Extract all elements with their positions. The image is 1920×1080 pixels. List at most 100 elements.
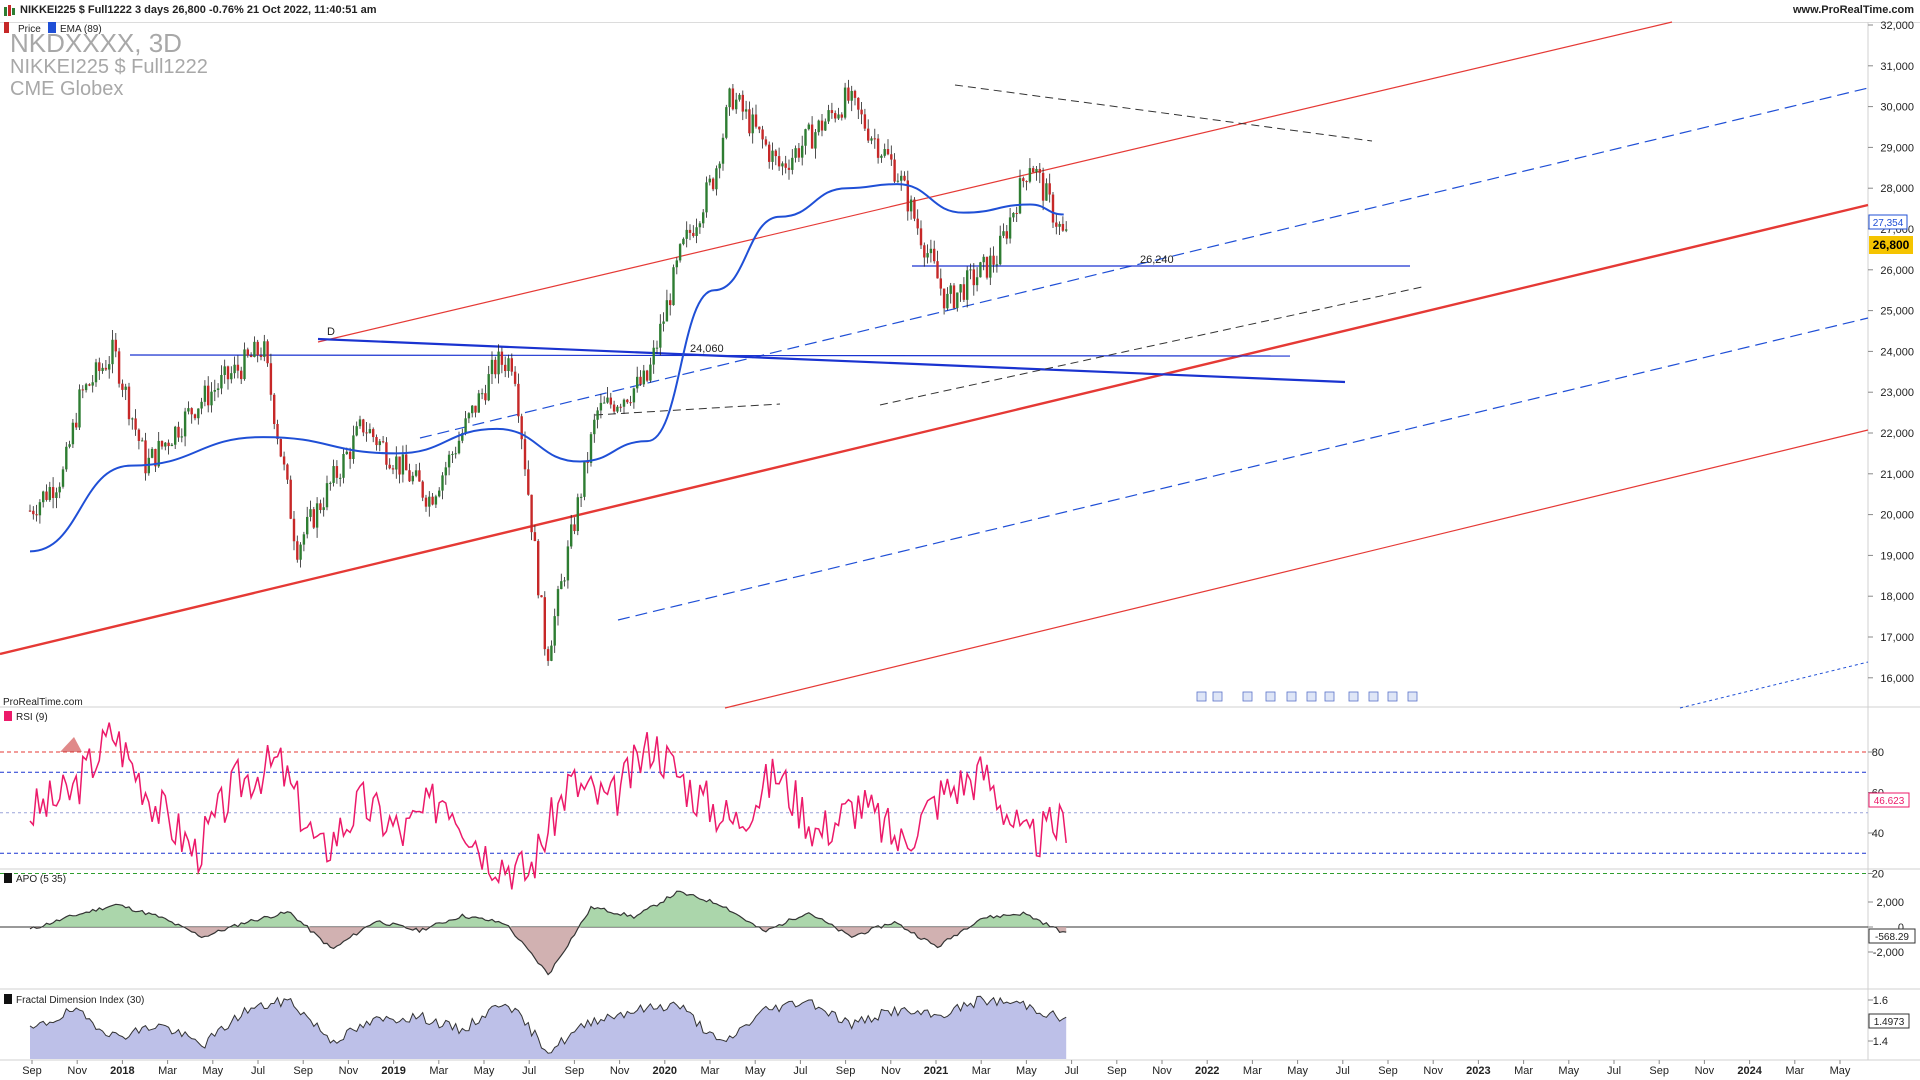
- candle-body: [137, 429, 141, 441]
- candle-body: [378, 441, 381, 446]
- candle-body: [497, 351, 500, 375]
- candle-body: [246, 349, 249, 356]
- event-calendar-icon: [1196, 691, 1207, 702]
- y-tick-label: 16,000: [1880, 673, 1914, 685]
- candle-body: [263, 341, 266, 357]
- candle-body: [444, 467, 447, 476]
- candle-body: [560, 581, 563, 590]
- candle-body: [431, 496, 434, 505]
- candle-body: [632, 388, 636, 403]
- x-tick-label: May: [1016, 1065, 1037, 1077]
- x-tick-label: May: [1287, 1065, 1308, 1077]
- candle-body: [543, 597, 546, 650]
- candle-body: [487, 374, 490, 401]
- event-icons[interactable]: [1196, 691, 1418, 702]
- candle-body: [28, 510, 32, 512]
- candle-body: [480, 393, 484, 395]
- candle-body: [827, 110, 830, 122]
- candle-body: [180, 436, 183, 438]
- candle-body: [220, 374, 223, 389]
- candle-body: [804, 129, 807, 146]
- candle-body: [886, 149, 890, 155]
- candle-body: [154, 448, 157, 467]
- candle-body: [867, 128, 870, 141]
- x-tick-label: 2018: [110, 1065, 134, 1077]
- candle-body: [504, 364, 507, 372]
- instrument-title: NIKKEI225 $ Full1222 3 days 26,800 -0.76…: [20, 4, 377, 16]
- candle-body: [985, 256, 989, 278]
- candle-body: [834, 113, 837, 119]
- rsi-overbought-fill: [60, 737, 82, 752]
- candle-body: [952, 285, 956, 308]
- candle-body: [962, 284, 966, 300]
- candle-body: [368, 429, 372, 434]
- candle-body: [715, 168, 718, 190]
- triangle-top-line: [954, 84, 1373, 142]
- apo-y-tick-label: 2,000: [1876, 897, 1904, 909]
- candle-body: [830, 110, 834, 114]
- rsi-y-tick-label: 80: [1872, 747, 1884, 759]
- candle-body: [966, 270, 969, 300]
- candle-body: [42, 491, 45, 503]
- candle-body: [418, 470, 421, 482]
- candle-body: [533, 532, 537, 542]
- candle-body: [454, 453, 457, 455]
- x-tick-label: Sep: [1107, 1065, 1127, 1077]
- candle-body: [131, 418, 134, 420]
- candle-body: [801, 145, 804, 158]
- candle-body: [570, 524, 573, 547]
- ema-legend-swatch: [48, 22, 56, 33]
- candle-body: [718, 163, 721, 169]
- x-tick-label: Sep: [836, 1065, 856, 1077]
- candle-body: [979, 262, 982, 278]
- trendline-d: [317, 337, 1346, 384]
- candle-body: [358, 419, 362, 427]
- channel-mid-dashed-line: [419, 87, 1869, 439]
- x-tick-label: May: [745, 1065, 766, 1077]
- candle-body: [523, 439, 527, 470]
- y-axis-fdi: 1.6 1.4: [1868, 995, 1888, 1048]
- event-calendar-icon: [1324, 691, 1335, 702]
- x-tick-label: 2020: [653, 1065, 677, 1077]
- x-tick-label: Jul: [1607, 1065, 1621, 1077]
- candle-body: [982, 256, 985, 263]
- candle-body: [157, 440, 160, 467]
- channel-lower-dashed-line: [617, 317, 1869, 621]
- x-tick-label: Jul: [793, 1065, 807, 1077]
- candle-body: [226, 366, 230, 380]
- candle-body: [995, 264, 999, 266]
- candle-body: [144, 440, 147, 474]
- brand-link[interactable]: www.ProRealTime.com: [1792, 4, 1914, 16]
- candle-body: [797, 148, 801, 158]
- candle-body: [913, 199, 916, 219]
- candle-body: [725, 107, 728, 138]
- candle-body: [708, 178, 711, 183]
- candle-body: [609, 397, 612, 405]
- ema-legend: EMA (89): [60, 24, 102, 35]
- candle-body: [500, 351, 504, 365]
- candle-body: [662, 321, 665, 324]
- apo-label: APO (5 35): [16, 874, 66, 885]
- candle-body: [167, 442, 170, 447]
- level-label-26240: 26,240: [1140, 254, 1174, 266]
- candle-body: [992, 255, 995, 265]
- candle-body: [408, 470, 411, 482]
- candle-body: [381, 441, 385, 443]
- candle-body: [1022, 178, 1025, 182]
- chart-header: NIKKEI225 $ Full1222 3 days 26,800 -0.76…: [0, 0, 1920, 23]
- price-legend-swatch: [4, 22, 9, 33]
- consolidation-line: [594, 403, 781, 416]
- candle-body: [319, 503, 322, 511]
- apo-negative-fill: [30, 927, 1067, 975]
- apo-y-tick-label: -2,000: [1873, 947, 1904, 959]
- candle-body: [296, 541, 299, 560]
- event-calendar-icon: [1286, 691, 1297, 702]
- candle-body: [837, 114, 840, 119]
- candle-body: [233, 364, 236, 374]
- candle-body: [754, 114, 758, 127]
- candle-body: [513, 371, 517, 384]
- candle-body: [51, 487, 55, 498]
- candle-body: [121, 383, 124, 390]
- fdi-line: [29, 995, 1067, 1054]
